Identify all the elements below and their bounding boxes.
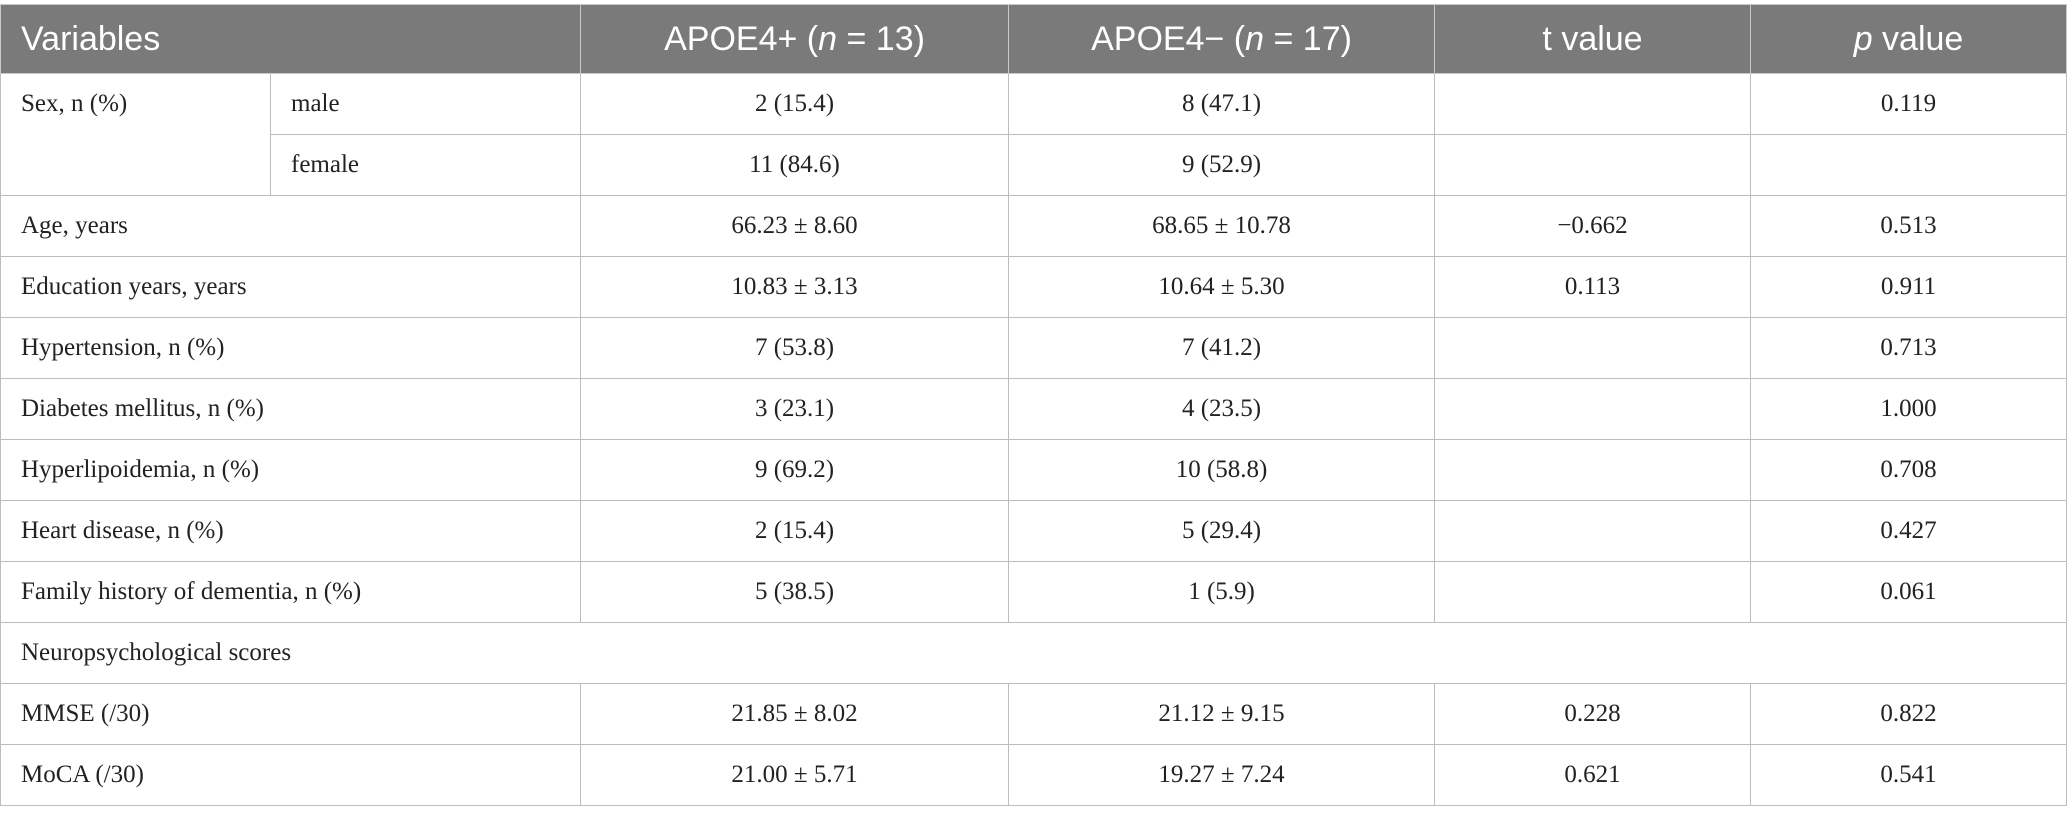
value-cell: 11 (84.6) bbox=[580, 134, 1010, 196]
row-label: Heart disease, n (%) bbox=[0, 500, 582, 562]
value-cell: 0.427 bbox=[1750, 500, 2067, 562]
header-text: = 13) bbox=[837, 19, 925, 58]
header-text: n bbox=[818, 19, 838, 58]
table-body: Sex, n (%) male 2 (15.4) 8 (47.1) 0.119 femal… bbox=[0, 73, 2067, 806]
value-cell: 0.911 bbox=[1750, 256, 2067, 318]
row-label: Sex, n (%) bbox=[0, 73, 271, 196]
empty-cell bbox=[1434, 439, 1752, 501]
value-cell: 2 (15.4) bbox=[580, 73, 1010, 135]
row-label: MMSE (/30) bbox=[0, 683, 582, 745]
table-row: Education years, years 10.83 ± 3.13 10.64 … bbox=[0, 256, 2067, 318]
value-cell: 0.228 bbox=[1434, 683, 1752, 745]
value-cell: 1.000 bbox=[1750, 378, 2067, 440]
value-cell: 9 (52.9) bbox=[1008, 134, 1436, 196]
value-cell: 8 (47.1) bbox=[1008, 73, 1436, 135]
row-label: Neuropsychological scores bbox=[0, 622, 2067, 684]
row-label: Diabetes mellitus, n (%) bbox=[0, 378, 582, 440]
row-sublabel: female bbox=[269, 134, 582, 196]
table-row: Hypertension, n (%) 7 (53.8) 7 (41.2) 0.713 bbox=[0, 317, 2067, 379]
header-cell: p value bbox=[1750, 4, 2067, 74]
value-cell: 0.713 bbox=[1750, 317, 2067, 379]
value-cell: 10.64 ± 5.30 bbox=[1008, 256, 1436, 318]
row-label: Hyperlipoidemia, n (%) bbox=[0, 439, 582, 501]
value-cell: 7 (41.2) bbox=[1008, 317, 1436, 379]
value-cell: 21.00 ± 5.71 bbox=[580, 744, 1010, 806]
value-cell: 4 (23.5) bbox=[1008, 378, 1436, 440]
row-sublabel: male bbox=[269, 73, 582, 135]
header-text: t value bbox=[1542, 19, 1643, 58]
empty-cell bbox=[1434, 73, 1752, 135]
row-label: MoCA (/30) bbox=[0, 744, 582, 806]
table-row: Neuropsychological scores bbox=[0, 622, 2067, 684]
row-label: Age, years bbox=[0, 195, 582, 257]
header-cell: t value bbox=[1434, 4, 1752, 74]
value-cell: 7 (53.8) bbox=[580, 317, 1010, 379]
table-row: Age, years 66.23 ± 8.60 68.65 ± 10.78 −0.66… bbox=[0, 195, 2067, 257]
page: Variables APOE4+ (n = 13) APOE4− (n = 17) t… bbox=[0, 4, 2067, 832]
empty-cell bbox=[1434, 317, 1752, 379]
value-cell: 0.621 bbox=[1434, 744, 1752, 806]
row-label: Hypertension, n (%) bbox=[0, 317, 582, 379]
header-text: p bbox=[1853, 19, 1873, 58]
value-cell: 0.119 bbox=[1750, 73, 2067, 135]
header-row: Variables APOE4+ (n = 13) APOE4− (n = 17) t… bbox=[0, 4, 2067, 74]
header-text: APOE4− ( bbox=[1091, 19, 1246, 58]
empty-cell bbox=[1434, 561, 1752, 623]
table-row: Sex, n (%) male 2 (15.4) 8 (47.1) 0.119 bbox=[0, 73, 2067, 196]
empty-cell bbox=[1434, 500, 1752, 562]
table-row: Hyperlipoidemia, n (%) 9 (69.2) 10 (58.8) 0… bbox=[0, 439, 2067, 501]
data-table: Variables APOE4+ (n = 13) APOE4− (n = 17) t… bbox=[0, 4, 2067, 806]
value-cell: −0.662 bbox=[1434, 195, 1752, 257]
value-cell: 68.65 ± 10.78 bbox=[1008, 195, 1436, 257]
header-cell: APOE4− (n = 17) bbox=[1008, 4, 1436, 74]
value-cell: 0.113 bbox=[1434, 256, 1752, 318]
header-text: value bbox=[1872, 19, 1964, 58]
header-cell: Variables bbox=[0, 4, 582, 74]
table-row: Heart disease, n (%) 2 (15.4) 5 (29.4) 0.42… bbox=[0, 500, 2067, 562]
value-cell: 0.541 bbox=[1750, 744, 2067, 806]
value-cell: 0.513 bbox=[1750, 195, 2067, 257]
table-row: MMSE (/30) 21.85 ± 8.02 21.12 ± 9.15 0.228 0… bbox=[0, 683, 2067, 745]
header-cell: APOE4+ (n = 13) bbox=[580, 4, 1010, 74]
empty-cell bbox=[1434, 134, 1752, 196]
value-cell: 5 (29.4) bbox=[1008, 500, 1436, 562]
value-cell: 66.23 ± 8.60 bbox=[580, 195, 1010, 257]
value-cell: 19.27 ± 7.24 bbox=[1008, 744, 1436, 806]
value-cell: 21.85 ± 8.02 bbox=[580, 683, 1010, 745]
value-cell: 5 (38.5) bbox=[580, 561, 1010, 623]
value-cell: 21.12 ± 9.15 bbox=[1008, 683, 1436, 745]
value-cell: 10 (58.8) bbox=[1008, 439, 1436, 501]
value-cell: 2 (15.4) bbox=[580, 500, 1010, 562]
value-cell: 9 (69.2) bbox=[580, 439, 1010, 501]
row-label: Education years, years bbox=[0, 256, 582, 318]
empty-cell bbox=[1434, 378, 1752, 440]
value-cell: 0.061 bbox=[1750, 561, 2067, 623]
value-cell: 0.708 bbox=[1750, 439, 2067, 501]
table-row: Diabetes mellitus, n (%) 3 (23.1) 4 (23.5)… bbox=[0, 378, 2067, 440]
row-label: Family history of dementia, n (%) bbox=[0, 561, 582, 623]
value-cell: 3 (23.1) bbox=[580, 378, 1010, 440]
table-row: female 11 (84.6) 9 (52.9) bbox=[1, 134, 2067, 196]
header-text: n bbox=[1245, 19, 1265, 58]
empty-cell bbox=[1750, 134, 2067, 196]
header-text: APOE4+ ( bbox=[664, 19, 819, 58]
table-row: Family history of dementia, n (%) 5 (38.5… bbox=[0, 561, 2067, 623]
value-cell: 10.83 ± 3.13 bbox=[580, 256, 1010, 318]
header-text: Variables bbox=[21, 19, 161, 58]
table-row: MoCA (/30) 21.00 ± 5.71 19.27 ± 7.24 0.621 0… bbox=[0, 744, 2067, 806]
value-cell: 0.822 bbox=[1750, 683, 2067, 745]
value-cell: 1 (5.9) bbox=[1008, 561, 1436, 623]
header-text: = 17) bbox=[1264, 19, 1352, 58]
